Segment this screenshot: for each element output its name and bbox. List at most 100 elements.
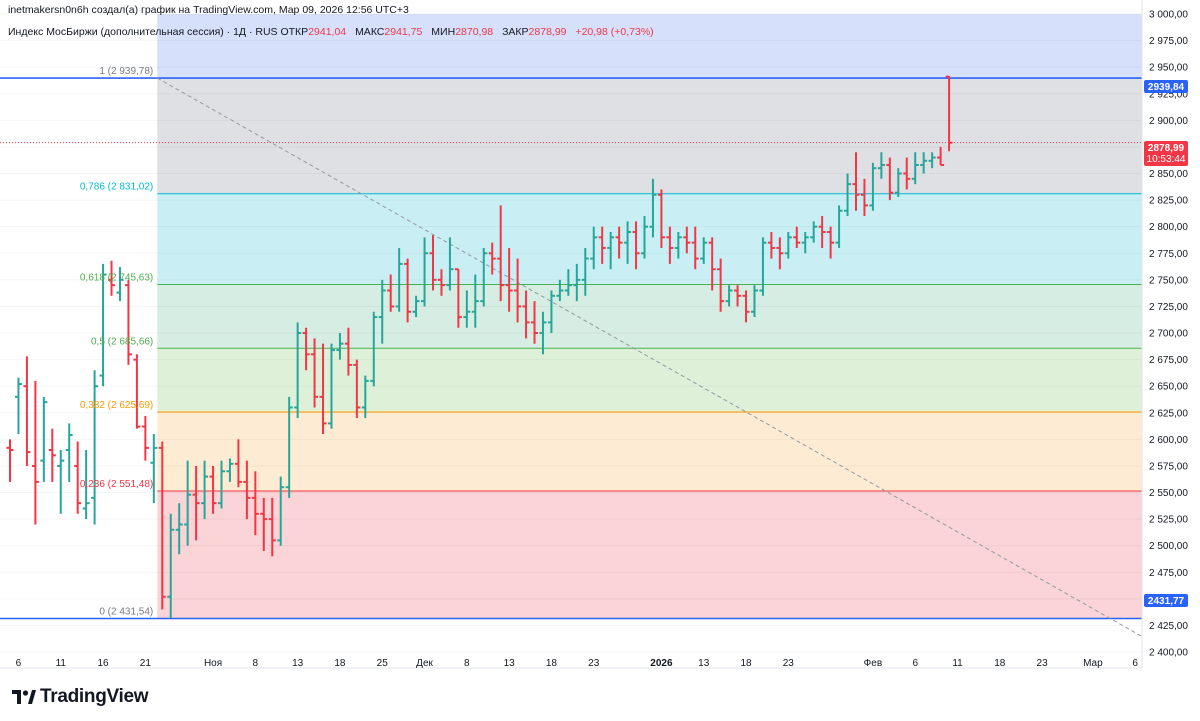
ohlc-bar: [201, 460, 209, 520]
ohlc-bar: [717, 258, 725, 312]
price-badges: 2939,84 2878,99 10:53:44 2431,77: [1144, 80, 1188, 607]
open-label: ОТКР: [280, 26, 309, 38]
fib-level-label: 0,618 (2 745,63): [80, 273, 153, 284]
x-tick-label: 23: [588, 658, 600, 669]
ohlc-bar: [776, 237, 784, 270]
ohlc-bar: [378, 279, 386, 344]
ohlc-bar: [615, 226, 623, 259]
x-tick-label: Фев: [864, 658, 882, 669]
ohlc-bar: [657, 189, 665, 248]
x-tick-label: 23: [1037, 658, 1049, 669]
ohlc-bar: [311, 338, 319, 408]
ohlc-bar: [48, 428, 56, 482]
ohlc-bar: [632, 221, 640, 270]
ohlc-bar: [598, 226, 606, 264]
ohlc-bar: [666, 226, 674, 264]
high-label: МАКС: [355, 26, 385, 38]
ohlc-bar: [327, 343, 335, 429]
ohlc-bar: [860, 178, 868, 217]
y-tick-label: 2 925,00: [1149, 89, 1188, 100]
x-tick-label: 13: [292, 658, 304, 669]
y-tick-label: 2 625,00: [1149, 408, 1188, 419]
ohlc-bar: [234, 439, 242, 488]
ohlc-bar: [31, 380, 39, 525]
instrument-name[interactable]: Индекс МосБиржи (дополнительная сессия) …: [8, 26, 278, 38]
ohlc-bar: [429, 235, 437, 291]
x-tick-label: 18: [334, 658, 346, 669]
y-tick-label: 2 975,00: [1149, 36, 1188, 47]
upper-level-badge-bg: [1144, 80, 1188, 93]
ohlc-bar: [911, 152, 919, 185]
y-tick-label: 2 425,00: [1149, 621, 1188, 632]
ohlc-bar: [116, 267, 124, 302]
ohlc-bar: [742, 290, 750, 323]
change-value: +20,98 (+0,73%): [575, 26, 654, 38]
ohlc-bar: [243, 460, 251, 520]
x-tick-label: 2026: [650, 658, 673, 669]
symbol-legend[interactable]: Индекс МосБиржи (дополнительная сессия) …: [8, 26, 660, 38]
ohlc-bar: [141, 415, 149, 461]
y-tick-label: 2 750,00: [1149, 275, 1188, 286]
open-value: 2941,04: [308, 26, 347, 38]
ohlc-bar: [581, 247, 589, 296]
ohlc-bar: [886, 157, 894, 201]
y-tick-label: 2 575,00: [1149, 461, 1188, 472]
y-tick-label: 2 725,00: [1149, 302, 1188, 313]
ohlc-bar: [531, 301, 539, 344]
ohlc-bar: [454, 268, 462, 328]
fib-level-label: 0,786 (2 831,02): [80, 182, 153, 193]
y-tick-label: 2 400,00: [1149, 648, 1188, 659]
ohlc-bar: [294, 322, 302, 419]
ohlc-bar: [920, 152, 928, 174]
ohlc-bar: [82, 450, 90, 520]
ohlc-bar: [488, 242, 496, 275]
price-axis[interactable]: 2 400,002 425,002 450,002 475,002 500,00…: [1141, 0, 1188, 668]
ohlc-bar: [547, 290, 555, 334]
time-axis[interactable]: 6 11 16 21 Ноя 8 13 18 25 Дек 8 13 18 23 2026 13 18 23 Фев…: [0, 658, 1142, 669]
lower-level-badge-bg: [1144, 594, 1188, 607]
y-tick-label: 2 500,00: [1149, 541, 1188, 552]
ohlc-bar: [218, 460, 225, 509]
ohlc-bar: [801, 232, 809, 254]
ohlc-bar: [835, 205, 843, 248]
x-tick-label: 8: [464, 658, 470, 669]
ohlc-bar: [167, 513, 175, 619]
close-label: ЗАКР: [502, 26, 529, 38]
ohlc-bar: [226, 458, 234, 482]
lower-level-badge: 2431,77: [1148, 596, 1185, 607]
x-tick-label: 18: [740, 658, 752, 669]
tradingview-logo[interactable]: TradingView: [12, 686, 149, 708]
ohlc-bar: [784, 232, 792, 259]
fib-band: [157, 193, 1142, 285]
ohlc-bars: [6, 75, 953, 619]
low-value: 2870,98: [455, 26, 494, 38]
fib-level-label: 1 (2 939,78): [99, 66, 153, 77]
ohlc-bar: [260, 497, 268, 552]
ohlc-bar: [852, 152, 860, 211]
ohlc-bar: [91, 370, 99, 525]
x-tick-label: 13: [504, 658, 516, 669]
ohlc-bar: [945, 75, 953, 152]
ohlc-bar: [590, 226, 598, 270]
upper-level-badge: 2939,84: [1148, 82, 1185, 93]
x-tick-label: 25: [377, 658, 389, 669]
ohlc-bar: [759, 237, 767, 296]
fib-level-label: 0 (2 431,54): [99, 607, 153, 618]
fibonacci-retracement[interactable]: [0, 14, 1142, 620]
y-tick-label: 2 850,00: [1149, 169, 1188, 180]
x-tick-label: 18: [546, 658, 558, 669]
ohlc-bar: [725, 285, 733, 307]
tradingview-logo-icon: [12, 690, 36, 704]
ohlc-bar: [556, 279, 564, 302]
ohlc-bar: [573, 263, 581, 302]
ohlc-bar: [877, 152, 885, 179]
y-tick-label: 2 600,00: [1149, 435, 1188, 446]
close-value: 2878,99: [528, 26, 567, 38]
ohlc-bar: [108, 260, 116, 296]
ohlc-bar: [522, 290, 530, 339]
x-tick-label: 6: [1132, 658, 1138, 669]
ohlc-bar: [99, 263, 107, 387]
ohlc-bar: [124, 279, 132, 365]
fib-level-label: 0,382 (2 625,69): [80, 400, 153, 411]
